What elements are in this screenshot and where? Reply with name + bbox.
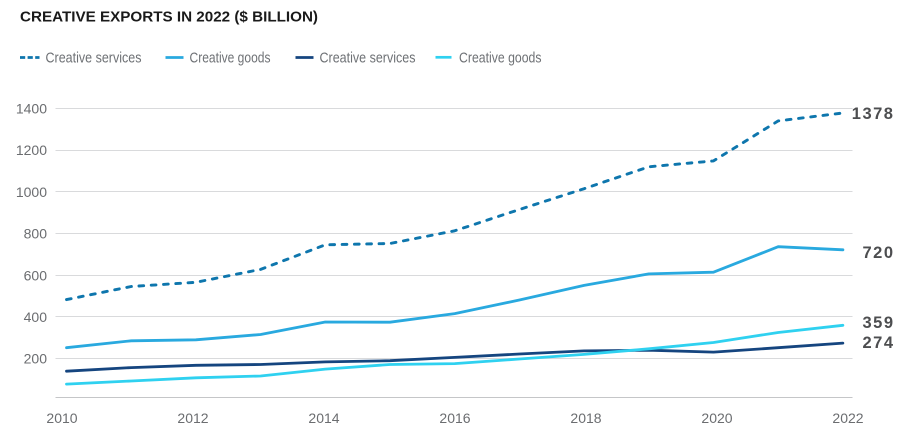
svg-text:2022: 2022 [832, 410, 863, 426]
svg-text:274: 274 [862, 334, 894, 352]
svg-text:1200: 1200 [16, 142, 47, 158]
svg-text:2020: 2020 [701, 410, 732, 426]
svg-text:Creative services: Creative services [46, 50, 142, 66]
svg-text:800: 800 [24, 226, 48, 242]
svg-text:400: 400 [24, 309, 48, 325]
svg-text:200: 200 [24, 351, 48, 367]
svg-text:2016: 2016 [439, 410, 470, 426]
svg-text:1378: 1378 [852, 105, 895, 123]
svg-text:359: 359 [862, 314, 894, 332]
svg-text:Creative goods: Creative goods [190, 50, 271, 66]
svg-text:2012: 2012 [177, 410, 208, 426]
svg-text:2018: 2018 [570, 410, 601, 426]
svg-text:1000: 1000 [16, 184, 47, 200]
svg-text:2014: 2014 [308, 410, 339, 426]
svg-text:600: 600 [24, 267, 48, 283]
svg-text:2010: 2010 [46, 410, 77, 426]
svg-text:720: 720 [862, 244, 894, 262]
svg-text:1400: 1400 [16, 101, 47, 117]
svg-text:Creative services: Creative services [320, 50, 416, 66]
svg-text:Creative goods: Creative goods [459, 50, 542, 66]
svg-text:CREATIVE EXPORTS IN 2022 ($ BI: CREATIVE EXPORTS IN 2022 ($ BILLION) [20, 8, 318, 25]
